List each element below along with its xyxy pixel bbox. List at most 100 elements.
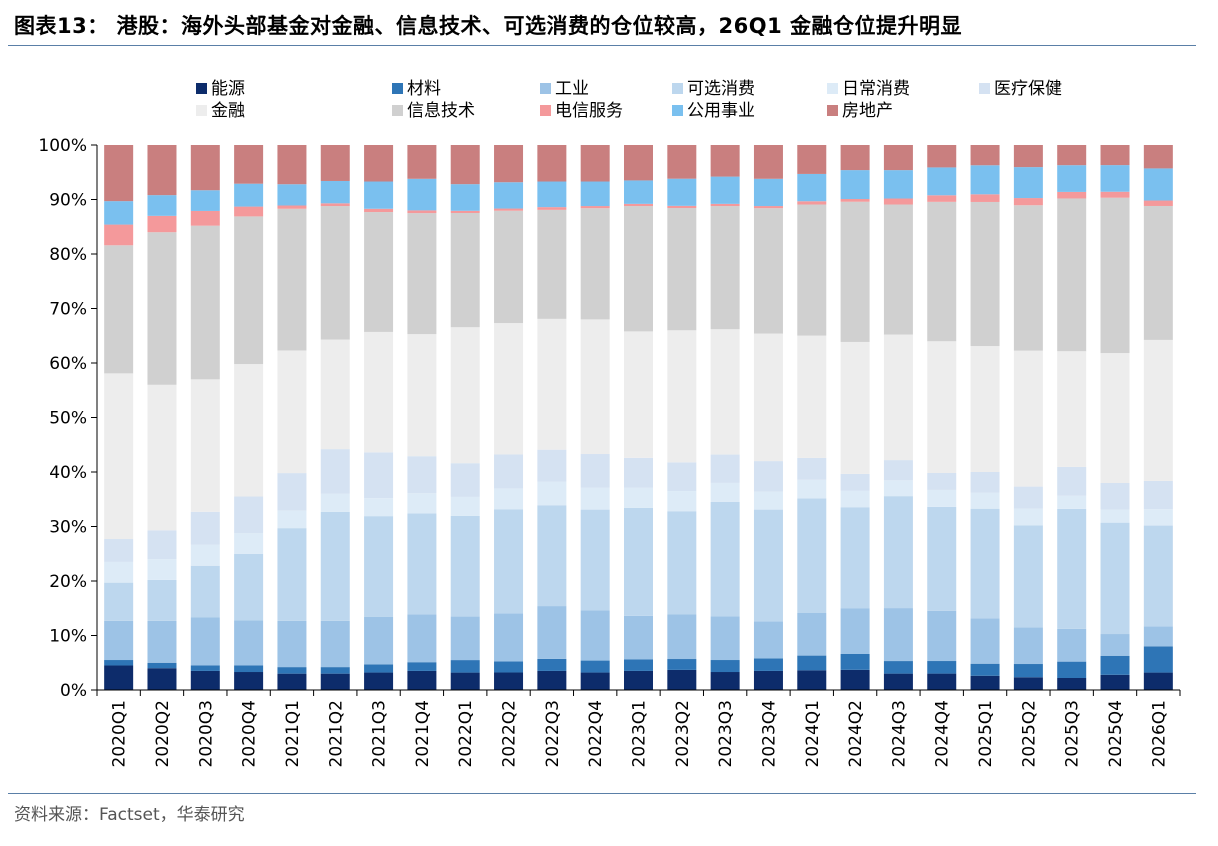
bar-segment [580, 319, 610, 455]
bar-segment [450, 210, 480, 213]
bar-segment [450, 496, 480, 516]
y-tick-label: 20% [49, 572, 87, 592]
bar-segment [364, 212, 394, 332]
bar-segment [450, 463, 480, 497]
bar-segment [624, 507, 653, 616]
bar-segment [624, 659, 653, 671]
bar-segment [104, 539, 134, 562]
bar-segment [104, 582, 134, 621]
bar-segment [277, 184, 307, 206]
y-tick-label: 80% [49, 245, 87, 265]
y-tick-label: 90% [49, 191, 87, 211]
bar-segment [1100, 655, 1130, 675]
bar-segment [147, 215, 177, 233]
bar-segment [1100, 634, 1130, 656]
bar-segment [1143, 672, 1173, 690]
bar-segment [1143, 626, 1173, 647]
bar-segment [407, 213, 437, 335]
bar-segment [580, 672, 610, 690]
legend-swatch [392, 105, 403, 116]
bar-segment [364, 516, 394, 617]
bar-segment [364, 498, 394, 517]
bar-segment [320, 206, 350, 340]
bar-segment [364, 145, 394, 182]
bar-segment [840, 170, 870, 200]
bar-segment [580, 145, 610, 182]
bar-segment [624, 206, 653, 332]
bar-segment [883, 334, 913, 461]
bar-segment [1013, 525, 1043, 628]
bar-segment [927, 489, 957, 507]
bar-segment [234, 216, 264, 365]
bar-segment [710, 482, 740, 502]
bar-segment [1013, 508, 1043, 526]
legend-swatch [672, 83, 683, 94]
bar-segment [320, 493, 350, 512]
bar-segment [797, 457, 827, 480]
bar-segment [537, 606, 567, 659]
bar-segment [537, 481, 567, 506]
bar-segment [1143, 480, 1173, 510]
x-tick-label: 2025Q1 [976, 700, 996, 767]
bar-segment [234, 496, 264, 534]
bar-segment [883, 496, 913, 609]
bar-segment [450, 672, 480, 690]
bar-segment [147, 579, 177, 621]
bar-segment [1057, 466, 1087, 496]
bar-segment [450, 616, 480, 661]
bar-segment [234, 620, 264, 666]
bar-segment [407, 210, 437, 214]
bar-segment [580, 610, 610, 661]
bar-segment [104, 561, 134, 583]
bar-segment [364, 672, 394, 690]
bar-segment [710, 145, 740, 177]
bar-segment [624, 487, 653, 508]
legend-label: 可选消费 [687, 79, 755, 99]
bar-segment [1100, 145, 1130, 166]
bar-segment [234, 364, 264, 497]
bar-segment [753, 208, 783, 334]
x-tick-label: 2025Q3 [1063, 700, 1083, 767]
bar-segment [840, 653, 870, 670]
bar-segment [667, 330, 697, 463]
bar-segment [320, 145, 350, 181]
bar-segment [147, 668, 177, 690]
bar-segment [1057, 145, 1087, 166]
bar-segment [277, 473, 307, 511]
bar-segment [970, 663, 1000, 676]
title-divider [8, 45, 1196, 46]
bar-segment [1013, 664, 1043, 678]
bar-segment [927, 506, 957, 611]
bar-segment [1057, 628, 1087, 662]
bar-segment [667, 511, 697, 615]
bar-segment [364, 331, 394, 453]
bar-segment [147, 195, 177, 216]
bar-segment [710, 454, 740, 483]
legend-swatch [196, 83, 207, 94]
bar-segment [624, 180, 653, 204]
x-tick-label: 2024Q4 [933, 700, 953, 767]
bar-segment [147, 559, 177, 580]
bar-segment [927, 195, 957, 202]
x-tick-label: 2021Q2 [326, 700, 346, 767]
bar-segment [753, 658, 783, 671]
bar-segment [407, 493, 437, 514]
x-tick-label: 2021Q1 [283, 700, 303, 767]
bar-segment [494, 672, 524, 690]
y-tick-label: 50% [49, 409, 87, 429]
bar-segment [883, 204, 913, 335]
legend-label: 工业 [555, 79, 589, 99]
x-tick-label: 2022Q4 [586, 700, 606, 767]
bar-segment [1143, 339, 1173, 481]
bar-segment [450, 145, 480, 185]
x-tick-label: 2020Q3 [196, 700, 216, 767]
bar-segment [624, 457, 653, 488]
bar-segment [277, 350, 307, 474]
bar-segment [797, 479, 827, 499]
bar-segment [927, 341, 957, 473]
bar-segment [624, 615, 653, 660]
bar-segment [277, 620, 307, 668]
y-tick-label: 0% [60, 681, 87, 701]
bar-segment [364, 616, 394, 665]
